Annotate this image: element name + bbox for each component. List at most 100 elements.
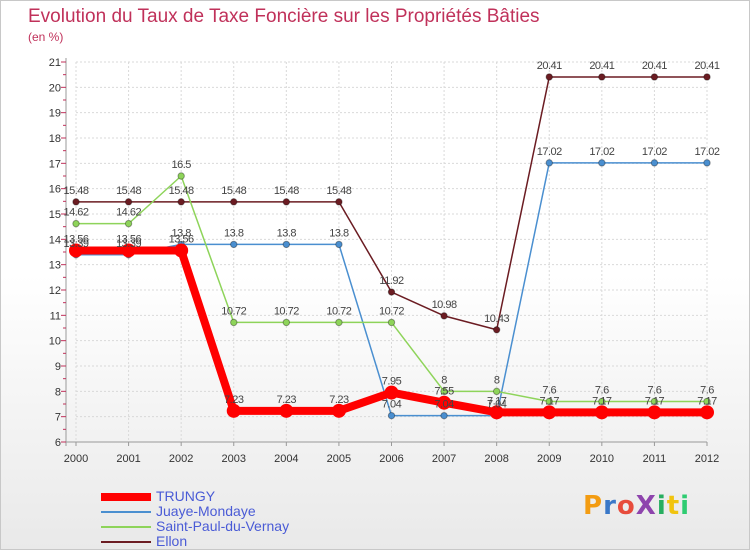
legend-swatch-trungy: [101, 493, 151, 501]
data-point-trungy: [384, 385, 399, 400]
y-tick-label: 7: [55, 412, 61, 424]
data-label-juaye-mondaye: 13.8: [171, 227, 191, 239]
data-label-ellon: 15.48: [221, 185, 246, 197]
data-point-ellon: [124, 198, 133, 206]
data-label-trungy: 13.56: [169, 233, 194, 245]
data-label-juaye-mondaye: 13.8: [329, 227, 349, 239]
data-label-trungy: 7.95: [382, 376, 402, 388]
data-label-saint-paul-du-vernay: 10.72: [326, 305, 351, 317]
x-tick-label: 2007: [432, 453, 456, 465]
data-point-trungy: [226, 403, 241, 418]
data-label-saint-paul-du-vernay: 10.72: [379, 305, 404, 317]
chart-unit-label: (en %): [28, 30, 64, 44]
data-label-layer: 15.48 15.48 15.48 15.48 15.48 15.48 11.92 10.98…: [63, 60, 720, 411]
data-point-juaye-mondaye: [282, 240, 291, 249]
data-label-juaye-mondaye: 17.02: [694, 146, 719, 158]
y-tick-label: 17: [49, 158, 61, 170]
data-point-ellon: [282, 198, 291, 206]
data-label-juaye-mondaye: 13.8: [224, 227, 244, 239]
y-tick-label: 9: [55, 361, 61, 373]
y-tick-label: 21: [49, 57, 61, 69]
data-point-juaye-mondaye: [335, 240, 343, 249]
data-point-saint-paul-du-vernay: [545, 397, 553, 406]
y-tick-label: 19: [49, 108, 61, 120]
y-tick-label: 11: [50, 310, 61, 322]
data-label-juaye-mondaye: 7.04: [434, 399, 454, 411]
data-label-trungy: 7.55: [434, 386, 454, 398]
chart-title: Evolution du Taux de Taxe Foncière sur l…: [28, 6, 540, 27]
y-tick-label: 18: [49, 133, 61, 145]
data-label-trungy: 13.56: [116, 233, 141, 245]
data-point-saint-paul-du-vernay: [440, 387, 448, 396]
data-label-saint-paul-du-vernay: 16.5: [171, 159, 191, 171]
data-label-ellon: 15.48: [63, 185, 88, 197]
data-label-saint-paul-du-vernay: 7.6: [700, 384, 714, 396]
data-point-trungy: [331, 403, 346, 418]
data-label-trungy: 7.17: [540, 395, 560, 407]
legend-label-ellon: Ellon: [156, 533, 188, 549]
data-label-juaye-mondaye: 7.04: [382, 399, 402, 411]
data-point-ellon: [335, 198, 343, 206]
data-label-trungy: 13.56: [63, 233, 88, 245]
data-label-trungy: 7.23: [224, 394, 244, 406]
x-tick-label: 2001: [116, 453, 140, 465]
data-point-trungy: [594, 405, 609, 420]
data-point-saint-paul-du-vernay: [72, 219, 80, 228]
x-tick-label: 2006: [379, 453, 403, 465]
data-point-saint-paul-du-vernay: [124, 219, 133, 228]
data-point-juaye-mondaye: [545, 159, 553, 167]
data-point-ellon: [598, 73, 606, 81]
data-point-juaye-mondaye: [598, 159, 606, 167]
data-point-juaye-mondaye: [703, 159, 711, 167]
data-label-ellon: 11.92: [379, 275, 404, 287]
data-label-trungy: 7.17: [645, 395, 665, 407]
data-label-ellon: 20.41: [642, 60, 667, 72]
data-label-saint-paul-du-vernay: 7.6: [595, 384, 609, 396]
data-point-saint-paul-du-vernay: [335, 318, 343, 327]
data-point-trungy: [542, 405, 557, 420]
data-label-ellon: 15.48: [326, 185, 351, 197]
data-label-saint-paul-du-vernay: 8: [441, 374, 447, 386]
data-label-juaye-mondaye: 17.02: [642, 146, 667, 158]
axis-layer: 6 7 8 9 10 11 12 13 14 15 16 17 18 19 20 21 2000 2001 2002…: [49, 57, 719, 465]
data-label-ellon: 15.48: [116, 185, 141, 197]
data-label-ellon: 10.43: [484, 313, 509, 325]
data-point-saint-paul-du-vernay: [282, 318, 291, 327]
y-tick-label: 6: [55, 437, 61, 449]
data-point-trungy: [489, 405, 504, 420]
data-label-juaye-mondaye: 13.39: [116, 238, 141, 250]
data-label-trungy: 7.17: [487, 395, 507, 407]
data-point-ellon: [650, 73, 659, 81]
logo-letter: t: [666, 491, 681, 521]
data-point-ellon: [230, 198, 238, 206]
data-point-saint-paul-du-vernay: [387, 318, 396, 327]
x-tick-label: 2000: [64, 453, 88, 465]
data-label-saint-paul-du-vernay: 14.62: [63, 207, 88, 219]
data-label-ellon: 15.48: [169, 185, 194, 197]
data-label-ellon: 20.41: [694, 60, 719, 72]
legend-label-trungy: TRUNGY: [156, 488, 216, 504]
x-tick-label: 2012: [695, 453, 719, 465]
data-point-saint-paul-du-vernay: [598, 397, 606, 406]
data-point-trungy: [121, 243, 136, 258]
data-point-trungy: [279, 403, 294, 418]
data-point-ellon: [387, 288, 396, 296]
data-point-trungy: [700, 405, 714, 420]
data-label-juaye-mondaye: 17.02: [537, 146, 562, 158]
y-tick-label: 20: [49, 82, 61, 94]
data-label-juaye-mondaye: 13.39: [63, 238, 88, 250]
data-point-ellon: [492, 326, 501, 334]
data-label-trungy: 7.23: [329, 394, 349, 406]
y-tick-label: 13: [49, 260, 61, 272]
y-tick-label: 14: [49, 234, 61, 246]
data-label-ellon: 10.98: [432, 299, 457, 311]
data-label-saint-paul-du-vernay: 7.6: [648, 384, 662, 396]
data-point-saint-paul-du-vernay: [230, 318, 238, 327]
data-label-saint-paul-du-vernay: 14.62: [116, 207, 141, 219]
proxiti-logo: ProXiti: [583, 491, 690, 521]
data-label-trungy: 7.17: [697, 395, 717, 407]
data-label-ellon: 20.41: [589, 60, 614, 72]
data-label-juaye-mondaye: 7.04: [487, 399, 507, 411]
x-tick-label: 2010: [590, 453, 614, 465]
